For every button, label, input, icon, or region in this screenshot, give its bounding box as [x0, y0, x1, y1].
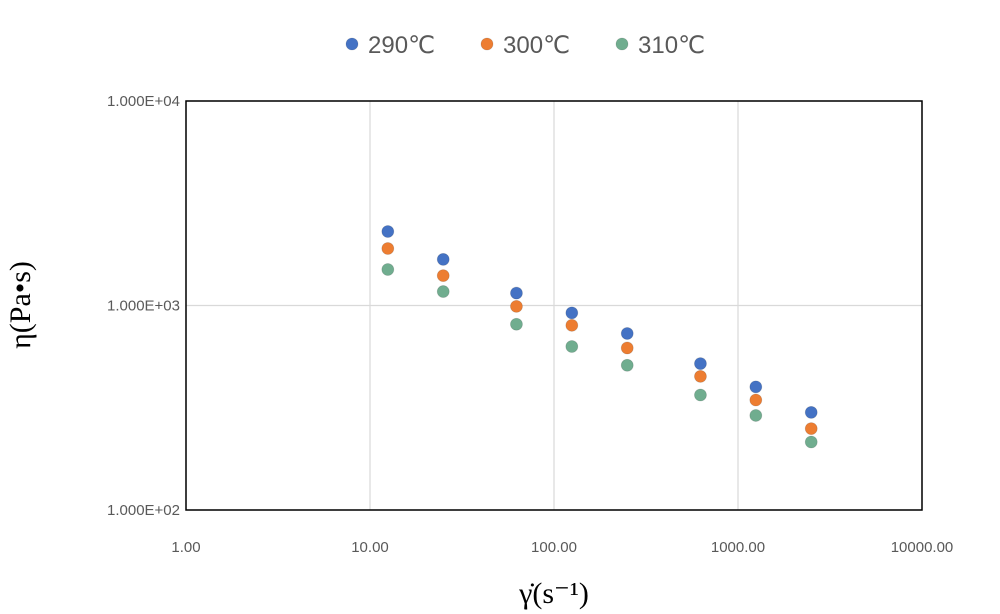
series-1 [381, 242, 818, 436]
data-point-2-7 [804, 435, 818, 449]
legend: 290℃ 300℃ 310℃ [345, 32, 705, 59]
data-point-1-2 [510, 299, 523, 313]
x-tick-labels: 1.00 10.00 100.00 1000.00 10000.00 [171, 539, 953, 556]
data-point-2-2 [510, 317, 523, 331]
data-point-0-5 [694, 357, 707, 370]
legend-marker-1 [480, 37, 494, 51]
data-point-2-5 [694, 388, 707, 402]
data-point-0-2 [510, 286, 523, 300]
data-point-1-6 [749, 393, 763, 407]
legend-marker-2 [615, 37, 629, 51]
plot-area-border [185, 100, 923, 511]
legend-label-2: 310℃ [638, 32, 705, 59]
data-point-0-6 [749, 380, 763, 394]
y-tick-labels: 1.000E+02 1.000E+03 1.000E+04 [107, 93, 180, 519]
legend-label-1: 300℃ [503, 32, 570, 59]
data-point-2-0 [381, 263, 395, 276]
data-point-1-1 [436, 269, 450, 283]
data-point-2-3 [565, 340, 579, 353]
y-tick-label-0: 1.000E+02 [107, 502, 180, 519]
data-point-1-4 [620, 341, 634, 355]
series-0 [381, 225, 818, 419]
x-tick-label-0: 1.00 [171, 539, 200, 556]
y-tick-label-2: 1.000E+04 [107, 93, 180, 110]
data-point-2-6 [749, 409, 763, 422]
x-axis-title: γ̇(s⁻¹) [518, 577, 589, 610]
x-tick-label-2: 100.00 [531, 539, 577, 556]
y-axis-title: η(Pa•s) [4, 261, 37, 349]
series-2 [381, 263, 818, 449]
data-point-0-0 [381, 225, 395, 238]
x-tick-label-4: 10000.00 [891, 539, 954, 556]
data-point-1-0 [381, 242, 395, 255]
y-tick-label-1: 1.000E+03 [107, 298, 180, 315]
data-point-1-7 [804, 422, 818, 436]
data-point-0-7 [804, 406, 818, 419]
x-tick-label-3: 1000.00 [711, 539, 765, 556]
data-points [381, 225, 818, 449]
data-point-0-1 [436, 253, 450, 266]
grid [185, 100, 923, 511]
legend-marker-0 [345, 37, 359, 51]
data-point-0-3 [565, 306, 579, 320]
x-tick-label-1: 10.00 [351, 539, 389, 556]
data-point-1-3 [565, 318, 579, 332]
data-point-1-5 [694, 370, 707, 383]
data-point-2-4 [620, 358, 634, 372]
data-point-2-1 [436, 285, 450, 298]
data-point-0-4 [620, 327, 634, 340]
legend-label-0: 290℃ [368, 32, 435, 59]
